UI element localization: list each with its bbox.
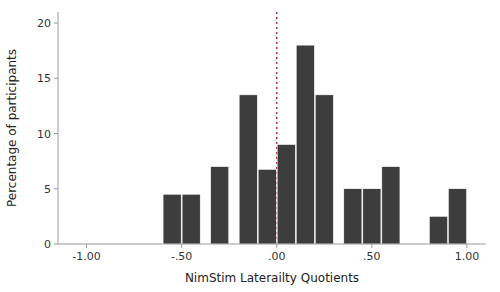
bar	[296, 45, 314, 244]
x-tick	[181, 244, 182, 248]
bar	[429, 216, 447, 244]
y-tick-label: 10	[37, 128, 51, 141]
x-tick-label: .00	[268, 250, 286, 263]
bar	[315, 95, 333, 244]
x-axis-line	[58, 244, 486, 245]
y-tick	[54, 78, 58, 79]
bar	[382, 167, 400, 244]
x-axis-label: NimStim Laterailty Quotients	[185, 271, 359, 285]
y-axis-line	[58, 12, 59, 244]
bar	[448, 189, 466, 244]
bar	[277, 145, 295, 244]
y-tick-label: 0	[44, 238, 51, 251]
x-tick-label: -.50	[171, 250, 192, 263]
y-tick-label: 5	[44, 183, 51, 196]
x-tick-label: -1.00	[72, 250, 100, 263]
x-tick	[371, 244, 372, 248]
bar	[344, 189, 362, 244]
y-tick	[54, 23, 58, 24]
bar	[211, 167, 229, 244]
y-tick	[54, 244, 58, 245]
bar	[163, 194, 181, 244]
x-tick-label: .50	[363, 250, 381, 263]
y-tick-label: 15	[37, 72, 51, 85]
bar	[239, 95, 257, 244]
bar	[258, 169, 276, 244]
x-tick	[86, 244, 87, 248]
y-tick	[54, 133, 58, 134]
y-tick-label: 20	[37, 17, 51, 30]
y-axis-label: Percentage of participants	[5, 49, 19, 207]
y-tick	[54, 188, 58, 189]
bar	[363, 189, 381, 244]
chart: -1.00 -.50 .00 .50 1.00 0 5 10 15 20 NimStim Later…	[0, 0, 500, 292]
x-tick-label: 1.00	[455, 250, 480, 263]
bar	[182, 194, 200, 244]
x-tick	[466, 244, 467, 248]
x-tick	[276, 244, 277, 248]
